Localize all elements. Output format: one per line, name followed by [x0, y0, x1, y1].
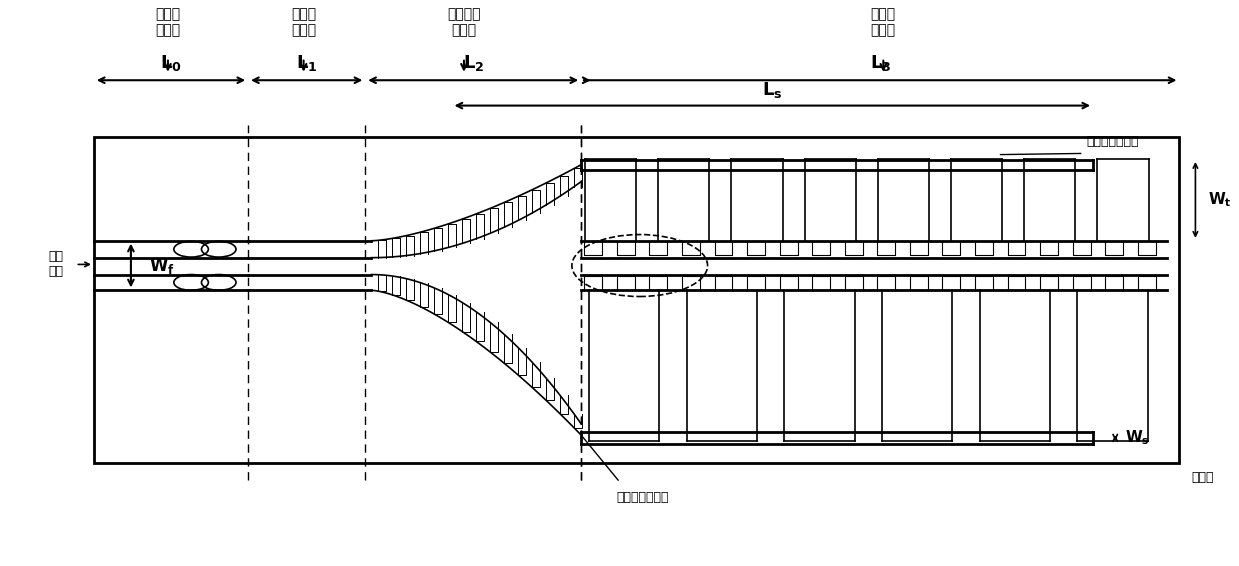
- Text: $\mathbf{L_3}$: $\mathbf{L_3}$: [870, 53, 891, 74]
- Text: 天线辐
射结构: 天线辐 射结构: [871, 7, 896, 37]
- Text: $\mathbf{W_f}$: $\mathbf{W_f}$: [150, 256, 175, 276]
- Text: $\mathbf{L_0}$: $\mathbf{L_0}$: [160, 53, 182, 74]
- Text: 第四开路短截线: 第四开路短截线: [617, 491, 669, 504]
- Text: 全通转换
器结构: 全通转换 器结构: [447, 7, 481, 37]
- Text: $\mathbf{L_s}$: $\mathbf{L_s}$: [762, 80, 783, 100]
- Text: 第四开路短截线: 第四开路短截线: [1087, 135, 1140, 148]
- Text: 阻抗匹
配结构: 阻抗匹 配结构: [291, 7, 316, 37]
- Text: $\mathbf{L_1}$: $\mathbf{L_1}$: [296, 53, 317, 74]
- Text: $\mathbf{W_t}$: $\mathbf{W_t}$: [1208, 191, 1232, 209]
- Text: 上表面: 上表面: [1192, 471, 1214, 484]
- Text: 共面波
导结构: 共面波 导结构: [155, 7, 181, 37]
- Text: $\mathbf{W_s}$: $\mathbf{W_s}$: [1125, 428, 1150, 447]
- Text: 第一
端口: 第一 端口: [48, 250, 63, 278]
- Text: $\mathbf{L_2}$: $\mathbf{L_2}$: [462, 53, 484, 74]
